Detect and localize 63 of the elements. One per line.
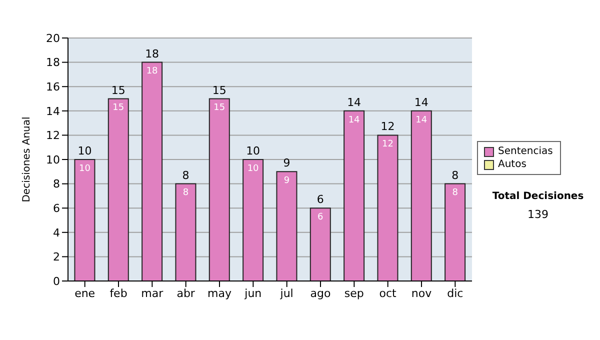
data-label: 9 [284, 176, 290, 186]
total-label: 15 [111, 84, 126, 97]
bar [410, 110, 432, 281]
total-note: Total Decisiones 139 [491, 190, 585, 223]
data-label: 15 [112, 103, 124, 114]
bar [142, 62, 163, 281]
y-tick-label: 12 [46, 129, 60, 142]
bar [344, 110, 365, 281]
x-tick-label: ene [74, 286, 96, 300]
total-label: 12 [380, 120, 395, 134]
x-tick-label: may [208, 286, 232, 300]
legend-label: Sentencias [498, 145, 553, 158]
y-tick-label: 8 [53, 178, 60, 191]
y-axis-title: Decisiones Anual [22, 116, 33, 202]
y-tick-label: 6 [53, 202, 60, 216]
data-label: 6 [318, 212, 324, 222]
bar [74, 159, 96, 281]
y-tick-label: 2 [53, 250, 60, 264]
bar [276, 171, 298, 281]
data-label: 14 [416, 115, 428, 126]
y-tick-label: 18 [46, 56, 60, 70]
bar [377, 134, 398, 281]
total-label: 18 [145, 47, 160, 60]
total-label: 14 [347, 96, 362, 109]
data-label: 15 [214, 103, 226, 114]
bar [108, 98, 129, 281]
x-tick-label: dic [447, 286, 464, 300]
data-label: 10 [247, 164, 260, 174]
x-tick-label: sep [344, 286, 364, 300]
total-label: 9 [283, 156, 290, 170]
y-tick-label: 4 [53, 226, 60, 240]
y-tick-label: 16 [46, 80, 60, 94]
x-tick-label: nov [411, 286, 432, 300]
x-tick-label: jun [244, 286, 262, 300]
data-label: 12 [382, 140, 394, 150]
total-label: 14 [414, 96, 428, 109]
legend-label: Autos [498, 158, 526, 171]
data-label: 8 [182, 188, 189, 198]
x-tick-label: jul [279, 286, 294, 300]
data-label: 18 [146, 66, 158, 77]
y-tick-label: 0 [53, 274, 60, 288]
y-tick-label: 20 [46, 32, 60, 45]
bar [242, 159, 264, 281]
bar [310, 208, 331, 281]
total-label: 8 [182, 168, 190, 182]
bar [175, 183, 196, 281]
y-tick-label: 10 [46, 153, 60, 166]
bar [208, 98, 230, 281]
x-tick-label: oct [379, 286, 398, 300]
data-label: 14 [348, 115, 360, 126]
data-label: 10 [79, 164, 91, 174]
total-label: 6 [316, 193, 324, 206]
total-label: 10 [78, 144, 92, 158]
bar [444, 183, 466, 281]
x-tick-label: ago [310, 286, 331, 300]
data-label: 8 [452, 188, 458, 198]
y-tick-label: 14 [46, 104, 60, 118]
x-tick-label: abr [176, 286, 196, 300]
total-label: 15 [212, 84, 226, 97]
x-tick-label: mar [141, 286, 164, 300]
total-label: 8 [452, 168, 459, 182]
x-tick-label: feb [110, 286, 128, 300]
total-label: 10 [246, 144, 260, 158]
